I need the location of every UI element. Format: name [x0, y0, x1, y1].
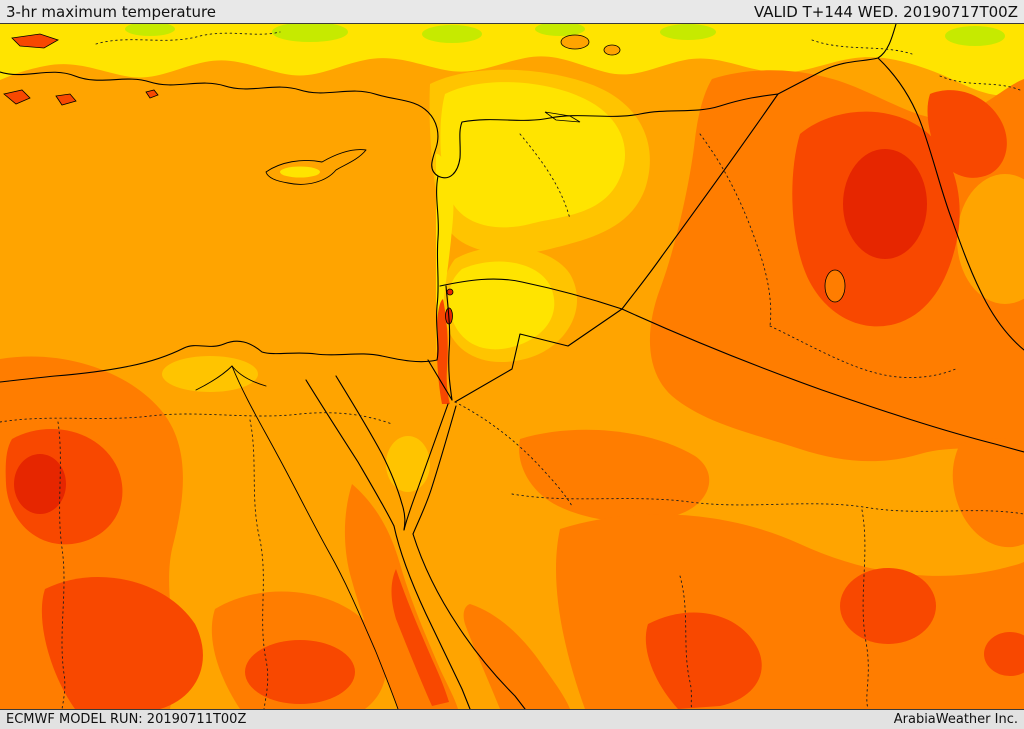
gulf-of-suez-west-coast	[305, 379, 395, 527]
jordan-valley-red-sliver	[436, 299, 450, 404]
model-run-label: ECMWF MODEL RUN: 20190711T00Z	[6, 712, 247, 727]
sea-of-galilee	[446, 288, 454, 296]
nile-delta-branch	[195, 365, 233, 391]
iraq-saudi-border	[621, 308, 1024, 453]
cool-green-patch	[945, 26, 1005, 46]
island	[145, 89, 159, 99]
syria-iraq-border	[621, 93, 779, 310]
map-title: 3-hr maximum temperature	[6, 3, 217, 21]
syria-jordan-border	[439, 278, 623, 310]
saudi-red-blob-east	[840, 568, 936, 644]
attribution-label: ArabiaWeather Inc.	[893, 712, 1018, 727]
red-sea-west-coast	[393, 525, 471, 709]
iraq-deep-red-core	[843, 149, 927, 259]
gulf-of-aqaba-east-coast	[412, 405, 457, 535]
admin-borders-dotted	[0, 31, 1024, 709]
nile-delta-patch	[162, 356, 258, 392]
coastlines-and-borders	[0, 24, 1024, 709]
temperature-map-svg	[0, 24, 1024, 709]
turkey-yellow-band	[0, 24, 1024, 96]
egypt-deep-red-core	[14, 454, 66, 514]
admin-line	[57, 421, 66, 709]
header-bar: 3-hr maximum temperature VALID T+144 WED…	[0, 0, 1024, 24]
admin-line	[249, 419, 269, 709]
footer-bar: ECMWF MODEL RUN: 20190711T00Z ArabiaWeat…	[0, 709, 1024, 729]
israel-egypt-border	[427, 359, 453, 401]
island	[55, 93, 77, 106]
admin-line	[861, 509, 869, 709]
island	[3, 89, 31, 105]
admin-line	[679, 575, 693, 709]
lakes	[445, 34, 846, 325]
admin-line	[699, 133, 772, 327]
temperature-field	[0, 24, 1024, 709]
valid-time-label: VALID T+144 WED. 20190717T00Z	[753, 3, 1018, 21]
admin-line	[769, 325, 959, 378]
aegean-islands	[3, 33, 159, 106]
sinai-cool-patch	[386, 436, 430, 492]
admin-line	[519, 133, 571, 220]
saudi-red-blob-corner	[984, 632, 1024, 676]
cyprus-island	[265, 149, 367, 185]
jordan-saudi-border	[454, 308, 623, 403]
zagros-cooler-patch	[957, 174, 1024, 304]
admin-line	[454, 401, 573, 507]
red-sea-west-red-strip	[391, 569, 449, 706]
saudi-red-blob-west	[645, 612, 762, 709]
cool-green-patch	[272, 24, 348, 42]
egypt-red-blob-south	[41, 576, 203, 709]
levant-and-egypt-coast	[0, 175, 439, 383]
cyprus-cool-patch	[280, 166, 320, 178]
admin-line	[95, 31, 281, 45]
red-sea-east-coast	[412, 533, 526, 709]
syria-yellow-core	[440, 82, 626, 228]
jordan-river-border	[445, 285, 453, 401]
lake-tharthar	[824, 269, 846, 303]
admin-line	[511, 493, 1024, 515]
lake-van	[560, 34, 590, 50]
lake-urmia	[603, 44, 621, 56]
cyprus-outline	[265, 149, 367, 185]
admin-line	[811, 39, 913, 55]
nile-river	[231, 365, 399, 709]
cool-green-patch	[660, 24, 716, 40]
upper-egypt-red-core	[245, 640, 355, 704]
red-sea-east-hot-band	[463, 604, 570, 709]
northeast-red-blob	[927, 90, 1007, 178]
gulf-of-aqaba-west-coast	[403, 403, 449, 531]
cool-green-patch	[535, 24, 585, 36]
east-edge-hot-blob	[952, 438, 1024, 548]
rivers	[195, 365, 399, 709]
nile-delta-branch	[231, 365, 267, 387]
iran-iraq-border	[877, 57, 1024, 351]
cool-green-patch	[422, 25, 482, 43]
weather-map	[0, 24, 1024, 709]
cool-green-patch	[125, 24, 175, 36]
island	[11, 33, 59, 49]
gulf-of-suez-east-coast	[335, 375, 403, 505]
